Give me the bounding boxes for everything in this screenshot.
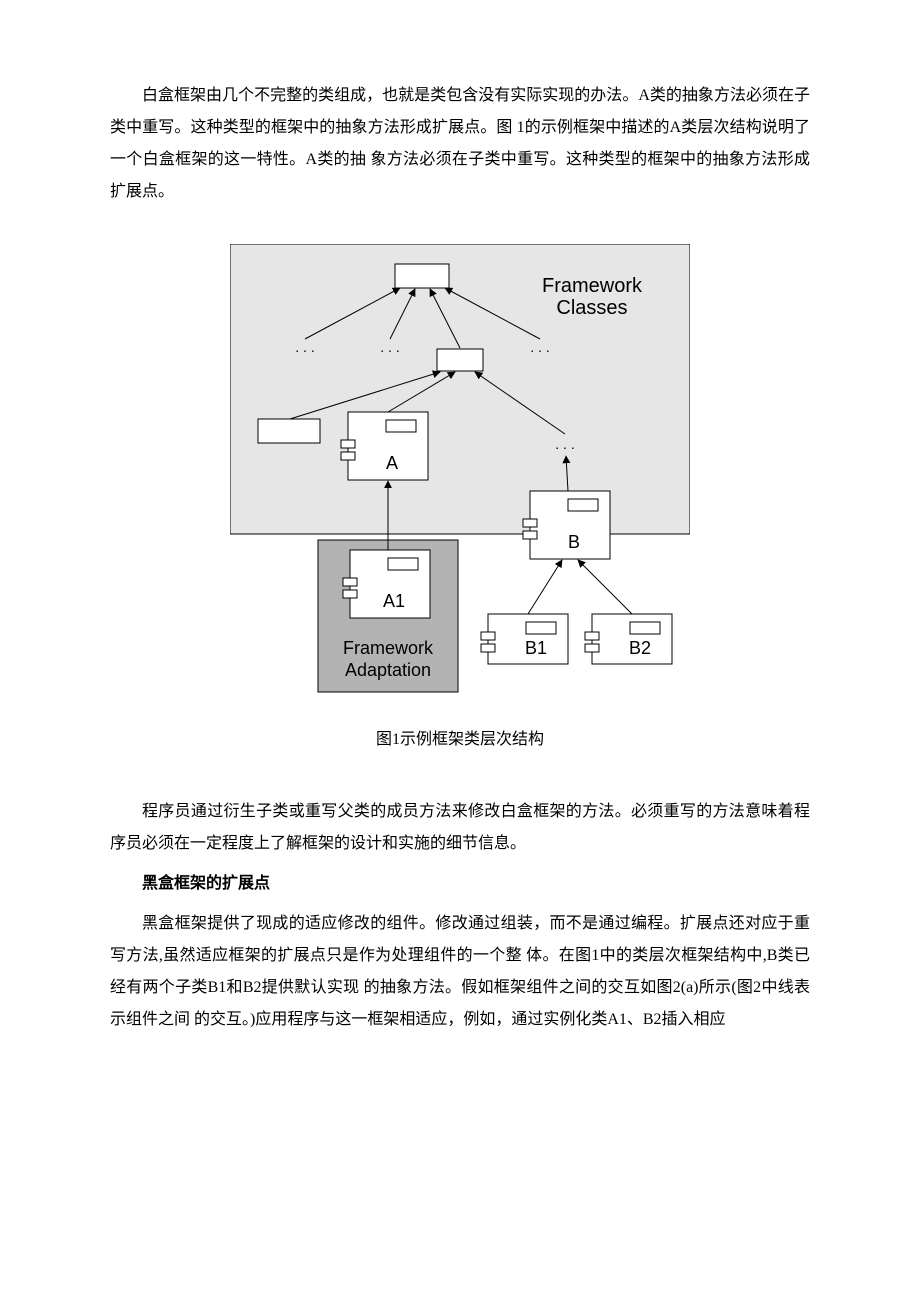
framework-diagram: Framework Classes . . . . . . . . . — [230, 244, 690, 704]
figure-1: Framework Classes . . . . . . . . . — [110, 244, 810, 704]
paragraph-1: 白盒框架由几个不完整的类组成，也就是类包含没有实际实现的办法。A类的抽象方法必须… — [110, 80, 810, 208]
node-B: B — [523, 491, 610, 559]
paragraph-3: 黑盒框架提供了现成的适应修改的组件。修改通过组装，而不是通过编程。扩展点还对应于… — [110, 908, 810, 1036]
left-plain-box — [258, 419, 320, 443]
fw-classes-label-1: Framework — [542, 275, 643, 297]
node-B1: B1 — [481, 614, 568, 664]
fw-adapt-label-1: Framework — [343, 638, 434, 658]
node-A1: A1 — [343, 550, 430, 618]
node-A: A — [341, 412, 428, 480]
dots-above-B: . . . — [555, 436, 574, 452]
edge-B2-B — [578, 560, 632, 614]
fw-classes-label-2: Classes — [556, 297, 627, 319]
svg-text:A: A — [386, 453, 398, 473]
mid-box — [437, 349, 483, 371]
heading-blackbox: 黑盒框架的扩展点 — [110, 868, 810, 900]
svg-text:B1: B1 — [525, 638, 547, 658]
dots-left: . . . — [295, 339, 314, 355]
figure-1-caption: 图1示例框架类层次结构 — [110, 724, 810, 756]
svg-text:B: B — [568, 532, 580, 552]
svg-text:A1: A1 — [383, 591, 405, 611]
dots-right: . . . — [530, 339, 549, 355]
root-box — [395, 264, 449, 288]
svg-text:B2: B2 — [629, 638, 651, 658]
dots-center: . . . — [380, 339, 399, 355]
fw-adapt-label-2: Adaptation — [345, 660, 431, 680]
edge-B1-B — [528, 560, 562, 614]
node-B2: B2 — [585, 614, 672, 664]
paragraph-2: 程序员通过衍生子类或重写父类的成员方法来修改白盒框架的方法。必须重写的方法意味着… — [110, 796, 810, 860]
